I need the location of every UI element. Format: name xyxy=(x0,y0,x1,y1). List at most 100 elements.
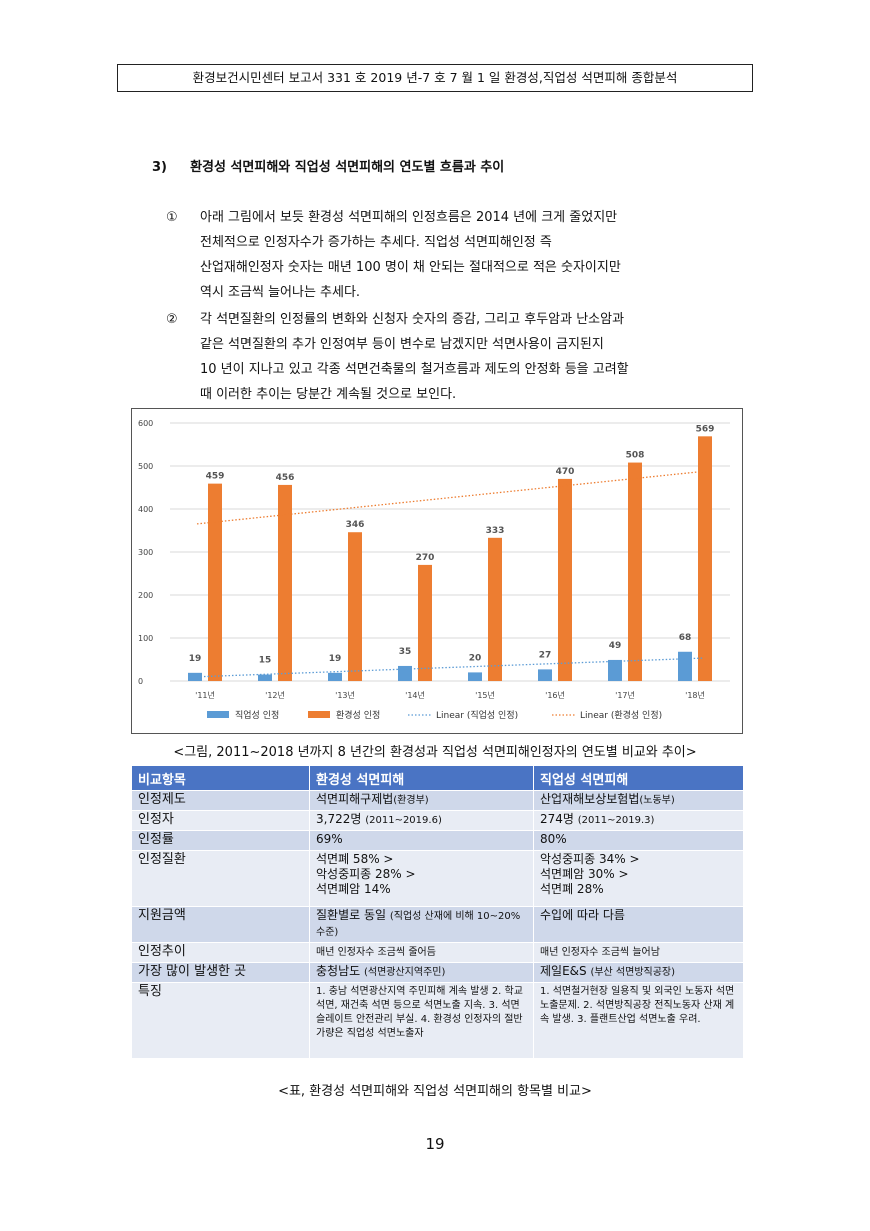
data-label-environmental: 508 xyxy=(626,451,645,461)
data-label-occupational: 49 xyxy=(609,641,622,651)
x-tick-label: '13년 xyxy=(335,690,355,700)
cell-note: 매년 인정자수 조금씩 늘어남 xyxy=(540,947,660,958)
x-tick-label: '11년 xyxy=(195,690,215,700)
cell-line: 석면폐암 14% xyxy=(316,882,391,896)
table-cell-occupational: 제일E&S (부산 석면방직공장) xyxy=(533,962,744,983)
bar-occupational xyxy=(328,672,342,681)
cell-note: 1. 충남 석면광산지역 주민피해 계속 발생 2. 학교석면, 재건축 석면 … xyxy=(316,986,523,1039)
legend-environmental: 환경성 인정 xyxy=(336,709,380,721)
table-cell-item: 인정추이 xyxy=(131,942,310,963)
table-cell-item: 인정제도 xyxy=(131,790,310,811)
table-row: 지원금액 질환별로 동일 (직업성 산재에 비해 10~20%수준) 수입에 따라 … xyxy=(131,906,744,943)
data-label-environmental: 470 xyxy=(556,467,575,477)
paragraph-line: 10 년이 지나고 있고 각종 석면건축물의 철거흐름과 제도의 안정화 등을 … xyxy=(200,362,629,377)
cell-text: 69% xyxy=(316,832,343,846)
data-label-environmental: 456 xyxy=(276,473,295,483)
cell-text: 80% xyxy=(540,832,567,846)
bar-occupational xyxy=(398,665,412,681)
table-cell-occupational: 274명 (2011~2019.3) xyxy=(533,810,744,831)
cell-note: (부산 석면방직공장) xyxy=(590,967,676,978)
table-cell-environmental: 충청남도 (석면광산지역주민) xyxy=(309,962,534,983)
y-tick-label: 500 xyxy=(138,462,153,471)
bar-occupational xyxy=(538,669,552,681)
x-tick-label: '15년 xyxy=(475,690,495,700)
cell-line: 석면폐 28% xyxy=(540,882,604,896)
y-tick-label: 300 xyxy=(138,548,153,557)
table-header-cell: 비교항목 xyxy=(131,765,310,791)
cell-text: 수입에 따라 다름 xyxy=(540,908,625,922)
table-header-row: 비교항목 환경성 석면피해 직업성 석면피해 xyxy=(131,765,744,791)
paragraph-marker: ② xyxy=(166,312,178,327)
cell-text: 274명 xyxy=(540,812,578,826)
bar-environmental xyxy=(558,478,572,681)
table-cell-occupational: 산업재해보상보험법(노동부) xyxy=(533,790,744,811)
table-cell-environmental: 1. 충남 석면광산지역 주민피해 계속 발생 2. 학교석면, 재건축 석면 … xyxy=(309,982,534,1059)
cell-text: 석면피해구제법 xyxy=(316,792,394,806)
table-cell-item: 특징 xyxy=(131,982,310,1059)
table-cell-occupational: 매년 인정자수 조금씩 늘어남 xyxy=(533,942,744,963)
section-number: 3) xyxy=(152,160,167,175)
table-cell-environmental: 매년 인정자수 조금씩 줄어듬 xyxy=(309,942,534,963)
table-cell-item: 가장 많이 발생한 곳 xyxy=(131,962,310,983)
bar-environmental xyxy=(628,462,642,681)
y-tick-label: 200 xyxy=(138,591,153,600)
figure-caption: <그림, 2011~2018 년까지 8 년간의 환경성과 직업성 석면피해인정… xyxy=(173,745,697,760)
comparison-table: 비교항목 환경성 석면피해 직업성 석면피해 인정제도 석면피해구제법(환경부) 산… xyxy=(131,765,744,1059)
paragraph-line: 같은 석면질환의 추가 인정여부 등이 변수로 남겠지만 석면사용이 금지된지 xyxy=(200,337,604,352)
bar-occupational xyxy=(468,672,482,681)
cell-note: (2011~2019.6) xyxy=(365,815,442,826)
cell-note: (직업성 산재에 비해 10~20%수준) xyxy=(316,911,521,938)
paragraph-line: 각 석면질환의 인정률의 변화와 신청자 숫자의 증감, 그리고 후두암과 난소… xyxy=(200,312,625,327)
table-cell-item: 지원금액 xyxy=(131,906,310,943)
section-title: 환경성 석면피해와 직업성 석면피해의 연도별 흐름과 추이 xyxy=(190,160,505,175)
x-tick-label: '18년 xyxy=(685,690,705,700)
x-tick-label: '16년 xyxy=(545,690,565,700)
x-tick-label: '12년 xyxy=(265,690,285,700)
cell-text: 충청남도 xyxy=(316,964,364,978)
bar-chart: 0 100 200 300 400 500 600 19 459 '11년 15 456 '12년 19 3… xyxy=(131,408,743,734)
table-cell-environmental: 69% xyxy=(309,830,534,851)
cell-note: (노동부) xyxy=(639,795,675,806)
bar-environmental xyxy=(278,484,292,681)
data-label-occupational: 19 xyxy=(189,654,202,664)
cell-note: (석면광산지역주민) xyxy=(363,967,446,978)
data-label-environmental: 569 xyxy=(696,424,715,434)
table-cell-occupational: 80% xyxy=(533,830,744,851)
paragraph-line: 전체적으로 인정자수가 증가하는 추세다. 직업성 석면피해인정 즉 xyxy=(200,235,552,250)
table-cell-environmental: 석면피해구제법(환경부) xyxy=(309,790,534,811)
cell-line: 악성중피종 28% > xyxy=(316,867,416,881)
y-tick-label: 100 xyxy=(138,634,153,643)
table-header-cell: 환경성 석면피해 xyxy=(309,765,534,791)
legend-occupational-swatch xyxy=(207,711,229,718)
data-label-occupational: 19 xyxy=(329,654,342,664)
table-cell-environmental: 석면폐 58% > 악성중피종 28% > 석면폐암 14% xyxy=(309,850,534,907)
bar-environmental xyxy=(418,564,432,681)
table-cell-environmental: 3,722명 (2011~2019.6) xyxy=(309,810,534,831)
table-cell-item: 인정자 xyxy=(131,810,310,831)
y-tick-label: 400 xyxy=(138,505,153,514)
cell-line: 석면폐암 30% > xyxy=(540,867,629,881)
cell-text: 3,722명 xyxy=(316,812,366,826)
bar-environmental xyxy=(488,537,502,681)
cell-text: 산업재해보상보험법 xyxy=(540,792,640,806)
cell-note: (환경부) xyxy=(393,795,429,806)
bar-occupational xyxy=(188,672,202,681)
table-row: 특징 1. 충남 석면광산지역 주민피해 계속 발생 2. 학교석면, 재건축 석… xyxy=(131,982,744,1059)
data-label-occupational: 15 xyxy=(259,656,272,666)
paragraph-line: 역시 조금씩 늘어나는 추세다. xyxy=(200,285,361,300)
chart-canvas: 0 100 200 300 400 500 600 19 459 '11년 15 456 '12년 19 3… xyxy=(138,419,730,721)
y-tick-label: 0 xyxy=(138,677,143,686)
table-row: 인정률 69% 80% xyxy=(131,830,744,851)
bar-environmental xyxy=(348,532,362,681)
paragraph-line: 산업재해인정자 숫자는 매년 100 명이 채 안되는 절대적으로 적은 숫자이… xyxy=(200,260,621,275)
data-label-occupational: 68 xyxy=(679,633,692,643)
paragraph-line: 아래 그림에서 보듯 환경성 석면피해의 인정흐름은 2014 년에 크게 줄었… xyxy=(200,210,618,225)
section-heading: 3) 환경성 석면피해와 직업성 석면피해의 연도별 흐름과 추이 xyxy=(152,156,504,175)
table-row: 인정자 3,722명 (2011~2019.6) 274명 (2011~2019.3… xyxy=(131,810,744,831)
y-tick-label: 600 xyxy=(138,419,153,428)
table-cell-occupational: 악성중피종 34% > 석면폐암 30% > 석면폐 28% xyxy=(533,850,744,907)
trendline-occupational xyxy=(196,657,704,678)
legend-trend-occupational: Linear (직업성 인정) xyxy=(436,710,518,721)
bar-environmental xyxy=(208,483,222,681)
table-cell-environmental: 질환별로 동일 (직업성 산재에 비해 10~20%수준) xyxy=(309,906,534,943)
